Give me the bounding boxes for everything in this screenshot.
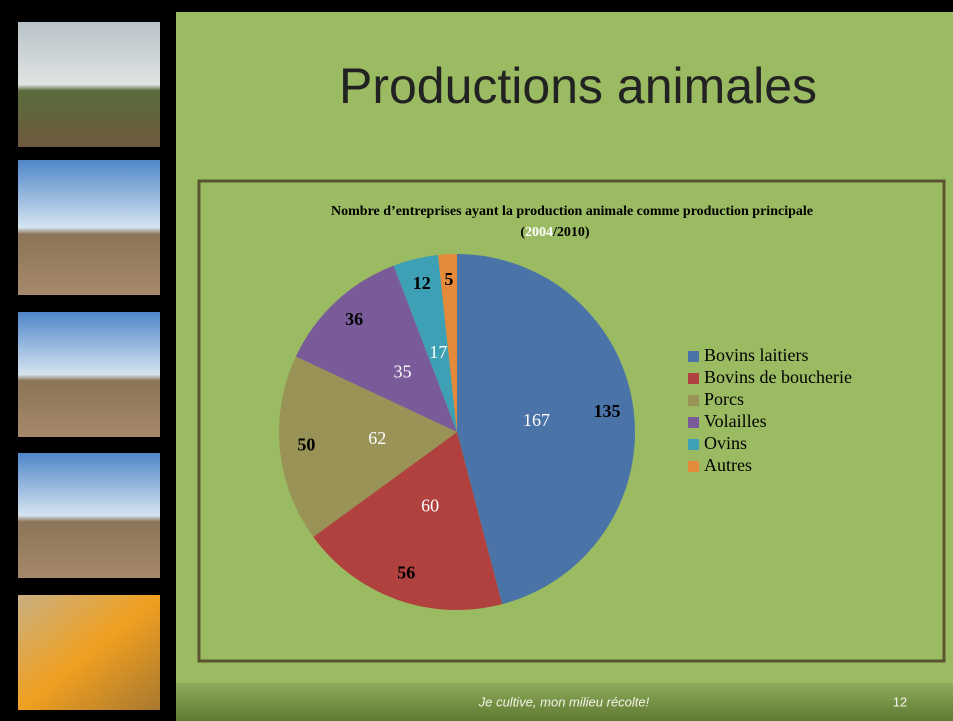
legend-swatch [688, 373, 699, 384]
legend-label: Bovins laitiers [704, 345, 809, 365]
data-label: 17 [429, 342, 447, 362]
legend-label: Bovins de boucherie [704, 367, 852, 387]
photo [18, 453, 160, 578]
chart-subtitle: (2004/2010) [520, 225, 590, 240]
subtitle-part: /2010) [552, 225, 590, 240]
photo [18, 595, 160, 710]
legend-swatch [688, 461, 699, 472]
slide-title: Productions animales [339, 58, 817, 114]
photo [18, 312, 160, 437]
data-label: 60 [421, 496, 439, 516]
footer-text: Je cultive, mon milieu récolte! [478, 694, 650, 709]
pie-slice [438, 254, 457, 432]
pie-slice [295, 265, 457, 432]
photo-strip [18, 22, 160, 710]
legend-label: Volailles [704, 411, 767, 431]
photo [18, 22, 160, 147]
photo [18, 160, 160, 295]
legend-swatch [688, 395, 699, 406]
legend-swatch [688, 417, 699, 428]
pie-slice [279, 356, 457, 537]
legend-swatch [688, 351, 699, 362]
chart-title: Nombre d’entreprises ayant la production… [331, 204, 813, 219]
data-label: 50 [297, 435, 315, 455]
page-number: 12 [893, 694, 907, 709]
data-label: 56 [397, 563, 415, 583]
subtitle-part: ( [520, 225, 525, 240]
pie-slice [457, 254, 635, 605]
data-label: 5 [444, 269, 453, 289]
legend-label: Porcs [704, 389, 744, 409]
pie-slice [393, 255, 457, 432]
data-label: 62 [368, 428, 386, 448]
data-label: 36 [345, 309, 363, 329]
subtitle-part: 2004 [525, 225, 553, 240]
data-label: 35 [394, 361, 412, 381]
footer-bar [176, 683, 953, 721]
legend-label: Autres [704, 455, 752, 475]
pie-slice [313, 432, 503, 610]
legend-swatch [688, 439, 699, 450]
legend-label: Ovins [704, 433, 747, 453]
data-label: 167 [523, 410, 550, 430]
data-label: 135 [594, 401, 621, 421]
chart-frame [197, 179, 946, 663]
data-label: 12 [413, 273, 431, 293]
